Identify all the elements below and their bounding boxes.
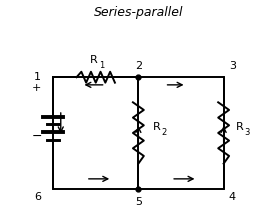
- Text: 2: 2: [135, 61, 142, 71]
- Text: +: +: [32, 83, 41, 93]
- Text: −: −: [31, 130, 42, 143]
- Text: 1: 1: [99, 61, 104, 70]
- Text: 5: 5: [135, 197, 142, 207]
- Text: Series-parallel: Series-parallel: [94, 6, 183, 19]
- Text: 3: 3: [229, 61, 236, 71]
- Text: R: R: [90, 55, 98, 65]
- Text: 3: 3: [244, 128, 250, 138]
- Text: 6: 6: [34, 192, 41, 202]
- Text: 1: 1: [34, 72, 41, 82]
- Text: R: R: [152, 123, 160, 132]
- Text: R: R: [236, 123, 243, 132]
- Text: 4: 4: [229, 192, 236, 202]
- Text: 2: 2: [161, 128, 167, 138]
